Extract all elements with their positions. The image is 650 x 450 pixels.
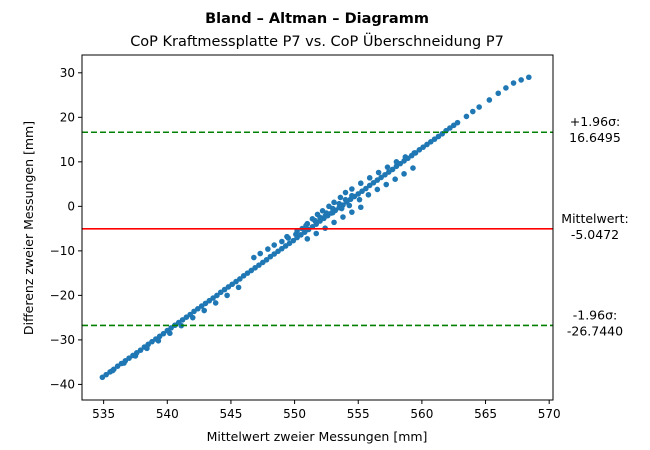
data-point <box>503 85 509 91</box>
data-point <box>290 237 297 244</box>
y-axis-label: Differenz zweier Messungen [mm] <box>21 121 36 335</box>
chart-subtitle: CoP Kraftmessplatte P7 vs. CoP Überschne… <box>130 32 504 50</box>
data-point <box>356 196 363 203</box>
x-axis-label: Mittelwert zweier Messungen [mm] <box>207 429 428 444</box>
data-point <box>121 360 127 366</box>
data-point <box>454 119 461 126</box>
x-tick-label: 555 <box>347 407 370 421</box>
chart-title: Bland – Altman – Diagramm <box>205 11 429 27</box>
data-point <box>284 233 290 240</box>
data-point <box>338 205 345 212</box>
data-point <box>389 166 396 173</box>
data-point <box>393 159 400 165</box>
data-point <box>137 347 144 353</box>
x-tick-label: 535 <box>92 407 115 421</box>
data-point <box>329 205 336 212</box>
data-point <box>271 242 278 248</box>
reference-line-value: -26.7440 <box>567 323 623 338</box>
data-point <box>224 292 230 299</box>
y-tick-label: −20 <box>50 288 75 302</box>
y-tick-label: 20 <box>60 110 75 124</box>
data-point <box>331 199 337 206</box>
data-point <box>374 186 381 193</box>
data-point <box>349 186 355 192</box>
data-point <box>518 77 524 83</box>
data-point <box>476 104 482 110</box>
data-point <box>263 256 270 263</box>
data-point <box>383 181 390 188</box>
data-point <box>251 254 257 261</box>
data-point <box>212 300 219 306</box>
y-tick-label: 30 <box>60 66 75 80</box>
y-tick-label: −40 <box>50 377 75 391</box>
plot-area: +1.96σ:16.6495 Mittelwert:-5.0472 -1.96σ:-… <box>50 54 629 421</box>
y-tick-label: −30 <box>50 333 75 347</box>
data-point <box>237 276 243 282</box>
data-point <box>486 97 493 103</box>
plot-frame <box>81 54 554 401</box>
data-point <box>410 165 416 171</box>
data-point <box>257 250 264 257</box>
data-point <box>304 236 311 242</box>
data-point <box>331 219 337 226</box>
data-point <box>357 180 364 187</box>
data-point <box>346 202 353 209</box>
data-point <box>411 150 418 156</box>
x-tick-label: 550 <box>283 407 306 421</box>
data-point <box>510 80 517 86</box>
data-point <box>365 191 372 198</box>
x-tick-label: 540 <box>156 407 179 421</box>
data-point <box>375 169 382 176</box>
data-point <box>366 175 373 181</box>
data-point <box>265 246 271 252</box>
data-point <box>342 196 349 203</box>
data-point <box>312 217 318 224</box>
data-point <box>214 292 220 299</box>
data-point <box>463 113 470 120</box>
data-point <box>279 238 285 245</box>
reference-line-label: -1.96σ: <box>573 307 617 322</box>
data-point <box>349 209 355 215</box>
data-point <box>402 154 409 160</box>
y-tick-label: 0 <box>67 199 75 213</box>
data-point <box>235 284 242 291</box>
data-point <box>384 164 391 170</box>
data-point <box>470 108 476 115</box>
data-point <box>109 367 116 374</box>
data-point <box>363 185 369 192</box>
data-point <box>329 209 336 216</box>
data-point <box>495 90 502 97</box>
reference-line-value: -5.0472 <box>571 227 619 242</box>
data-point <box>357 204 364 211</box>
data-point <box>313 230 320 237</box>
data-point <box>392 176 398 182</box>
reference-line-value: 16.6495 <box>569 130 621 145</box>
data-point <box>349 192 355 199</box>
data-point <box>144 345 150 352</box>
y-tick-label: −10 <box>50 244 75 258</box>
data-point <box>160 330 167 337</box>
data-point <box>336 200 342 207</box>
data-point <box>337 194 344 201</box>
data-point <box>342 189 349 196</box>
data-point <box>340 214 346 220</box>
reference-line-label: +1.96σ: <box>570 114 620 129</box>
data-point <box>401 171 407 177</box>
x-tick-label: 565 <box>474 407 497 421</box>
data-point <box>201 307 208 314</box>
x-tick-label: 560 <box>410 407 433 421</box>
data-point <box>167 330 173 337</box>
x-tick-label: 570 <box>538 407 561 421</box>
data-point <box>155 337 162 344</box>
reference-line-label: Mittelwert: <box>561 211 628 226</box>
y-tick-label: 10 <box>60 155 75 169</box>
data-point <box>317 214 323 221</box>
x-tick-label: 545 <box>219 407 242 421</box>
data-point <box>526 74 532 81</box>
data-point <box>132 353 139 359</box>
data-point <box>303 222 309 229</box>
data-point <box>323 210 330 216</box>
data-point <box>189 314 196 321</box>
